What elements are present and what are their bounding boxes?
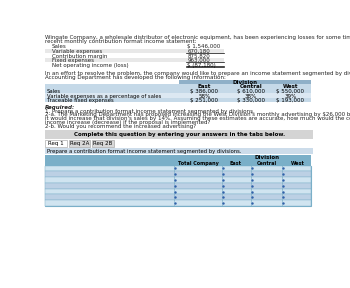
Text: it would increase that division's sales by 14%. Assuming these estimates are acc: it would increase that division's sales … [45,116,350,121]
Bar [45,98,311,102]
Text: 58%: 58% [198,94,210,98]
Text: $ 193,000: $ 193,000 [276,98,304,103]
Text: Central: Central [239,84,262,89]
Text: 670,180: 670,180 [187,49,210,54]
Text: Req 2A: Req 2A [70,141,89,146]
Text: $ 610,000: $ 610,000 [237,89,265,94]
Text: Required:: Required: [45,105,76,109]
Bar [45,160,311,166]
Bar [45,79,179,84]
Text: $ 330,000: $ 330,000 [237,98,265,103]
Bar [92,140,113,147]
Bar [45,200,311,206]
Bar [45,183,311,189]
Text: $ (87,180): $ (87,180) [187,63,216,68]
Text: In an effort to resolve the problem, the company would like to prepare an income: In an effort to resolve the problem, the… [45,71,350,75]
Text: West: West [282,84,298,89]
Text: Traceable fixed expenses: Traceable fixed expenses [47,98,114,103]
Text: Total Company: Total Company [178,161,219,166]
Text: Req 1: Req 1 [48,141,64,146]
Text: recent monthly contribution format income statement:: recent monthly contribution format incom… [45,39,197,44]
Bar [45,171,311,177]
Text: 963,000: 963,000 [187,58,210,63]
Bar [45,49,224,53]
Text: $ 550,000: $ 550,000 [276,89,304,94]
Bar [45,148,314,154]
Text: $ 386,000: $ 386,000 [190,89,218,94]
Text: $ 251,000: $ 251,000 [190,98,218,103]
Text: Division: Division [254,155,279,160]
Text: Fixed expenses: Fixed expenses [51,58,93,63]
Text: 2-a. The Marketing Department has proposed increasing the West Division's monthl: 2-a. The Marketing Department has propos… [45,112,350,118]
Text: 1. Prepare a contribution format income statement segmented by divisions.: 1. Prepare a contribution format income … [45,109,255,113]
Text: East: East [197,84,211,89]
Bar [179,79,311,84]
Text: Division: Division [233,80,258,85]
Text: Req 2B: Req 2B [93,141,112,146]
Bar [69,140,90,147]
Bar [45,58,224,62]
Bar [45,93,311,98]
Text: West: West [291,161,305,166]
Text: income increase (decrease) if the proposal is implemented?: income increase (decrease) if the propos… [45,120,211,125]
Text: 2-b. Would you recommend the increased advertising?: 2-b. Would you recommend the increased a… [45,124,196,129]
Text: Variable expenses as a percentage of sales: Variable expenses as a percentage of sal… [47,94,161,98]
Bar [45,140,67,147]
Text: 38%: 38% [245,94,257,98]
Bar [45,177,311,183]
Bar [45,166,311,171]
Text: Wingate Company, a wholesale distributor of electronic equipment, has been exper: Wingate Company, a wholesale distributor… [45,35,350,40]
Text: Central: Central [257,161,277,166]
Text: Prepare a contribution format income statement segmented by divisions.: Prepare a contribution format income sta… [47,149,241,154]
Bar [45,166,311,206]
Bar [45,155,311,160]
Text: Contribution margin: Contribution margin [51,54,107,58]
Bar [45,130,314,139]
Text: Net operating income (loss): Net operating income (loss) [51,63,128,68]
Text: Sales: Sales [51,44,66,49]
Text: Variable expenses: Variable expenses [51,49,102,54]
Bar [45,194,311,200]
Bar [45,88,311,93]
Text: Sales: Sales [47,89,61,94]
Text: 875,820: 875,820 [187,54,210,58]
Text: Complete this question by entering your answers in the tabs below.: Complete this question by entering your … [74,132,285,137]
Bar [45,189,311,194]
Text: $ 1,546,000: $ 1,546,000 [187,44,220,49]
Text: 39%: 39% [284,94,296,98]
Bar [45,84,311,88]
Text: Accounting Department has developed the following information:: Accounting Department has developed the … [45,75,226,79]
Text: East: East [230,161,242,166]
